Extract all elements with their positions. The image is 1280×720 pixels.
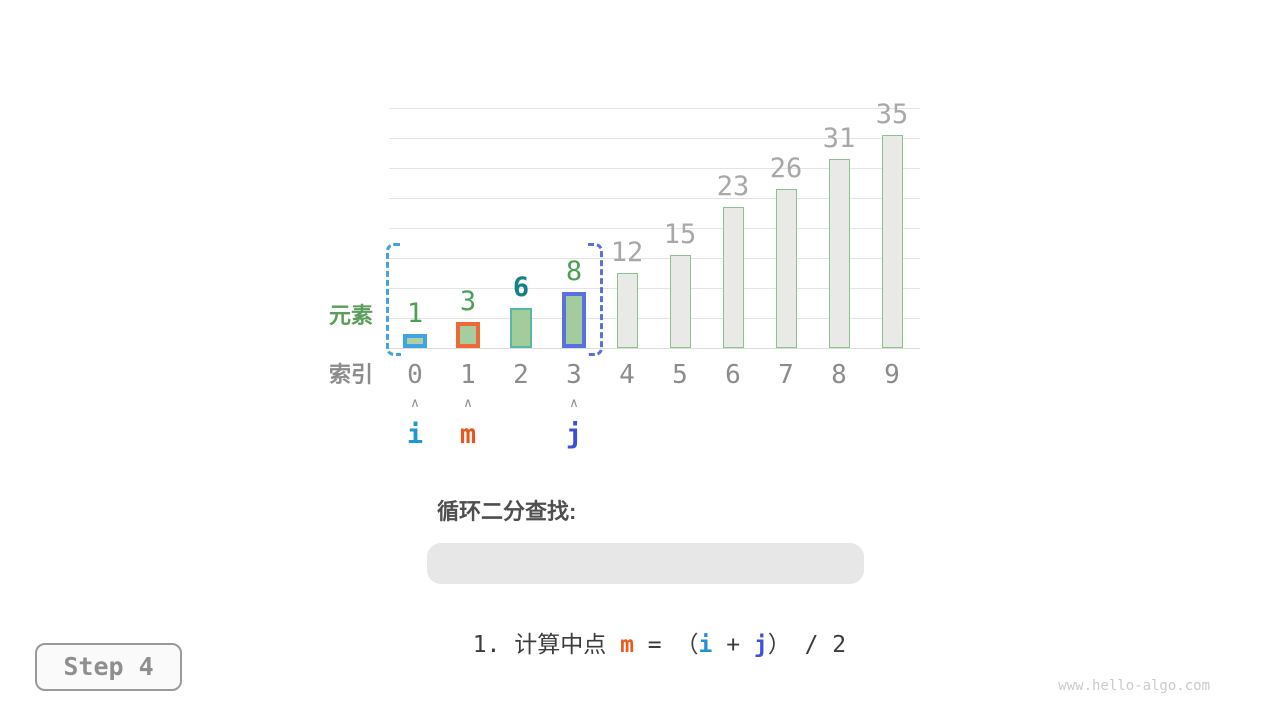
- value-label-6: 23: [716, 171, 750, 202]
- formula-token: 1. 计算中点: [472, 632, 621, 658]
- gridline: [389, 318, 920, 319]
- gridline: [389, 108, 920, 109]
- formula-token: = （: [633, 632, 699, 658]
- value-label-1: 3: [459, 286, 477, 317]
- array-bar-9: [881, 135, 903, 348]
- array-bar-2: [510, 308, 532, 348]
- watermark: www.hello-algo.com: [1058, 678, 1210, 694]
- array-bar-4: [616, 273, 638, 348]
- array-bar-1: [456, 322, 480, 348]
- index-label-0: 0: [407, 360, 423, 390]
- gridline: [389, 138, 920, 139]
- array-bar-8: [828, 159, 850, 348]
- array-bar-3: [562, 292, 586, 348]
- step-badge: Step 4: [35, 643, 182, 691]
- value-label-4: 12: [610, 237, 644, 268]
- value-label-8: 31: [822, 123, 856, 154]
- index-label-2: 2: [513, 360, 529, 390]
- index-label-5: 5: [672, 360, 688, 390]
- index-label-4: 4: [619, 360, 635, 390]
- array-bar-6: [722, 207, 744, 348]
- index-label-7: 7: [778, 360, 794, 390]
- value-label-0: 1: [406, 298, 424, 329]
- gridline: [389, 348, 920, 349]
- caret-j: ∧: [569, 396, 579, 411]
- formula-pill: 1. 计算中点 m = （i + j） / 2: [427, 543, 865, 658]
- index-label-9: 9: [884, 360, 900, 390]
- pointer-i: i: [406, 419, 424, 450]
- formula-token: i: [698, 632, 713, 658]
- index-label-3: 3: [566, 360, 582, 390]
- caret-i: ∧: [410, 396, 420, 411]
- elements-axis-label: 元素: [328, 303, 373, 328]
- formula-token: ） / 2: [767, 632, 847, 658]
- array-bar-7: [775, 189, 797, 348]
- gridline: [389, 258, 920, 259]
- index-label-6: 6: [725, 360, 741, 390]
- array-bar-0: [403, 334, 427, 348]
- value-label-2: 6: [512, 272, 530, 303]
- formula-token: j: [753, 632, 768, 658]
- value-label-5: 15: [663, 219, 697, 250]
- search-range-bracket-right: [588, 243, 603, 356]
- index-axis-label: 索引: [328, 362, 373, 387]
- array-bar-5: [669, 255, 691, 348]
- value-label-3: 8: [565, 256, 583, 287]
- formula-token: m: [620, 632, 634, 658]
- value-label-9: 35: [875, 99, 909, 130]
- pointer-m: m: [459, 419, 477, 450]
- pointer-j: j: [565, 419, 583, 450]
- gridline: [389, 288, 920, 289]
- gridline: [389, 198, 920, 199]
- caret-m: ∧: [463, 396, 473, 411]
- formula-token: +: [712, 632, 754, 658]
- gridline: [389, 228, 920, 229]
- search-range-bracket-left: [386, 243, 401, 356]
- gridline: [389, 168, 920, 169]
- value-label-7: 26: [769, 153, 803, 184]
- index-label-1: 1: [460, 360, 476, 390]
- caption-title: 循环二分查找:: [437, 499, 577, 524]
- index-label-8: 8: [831, 360, 847, 390]
